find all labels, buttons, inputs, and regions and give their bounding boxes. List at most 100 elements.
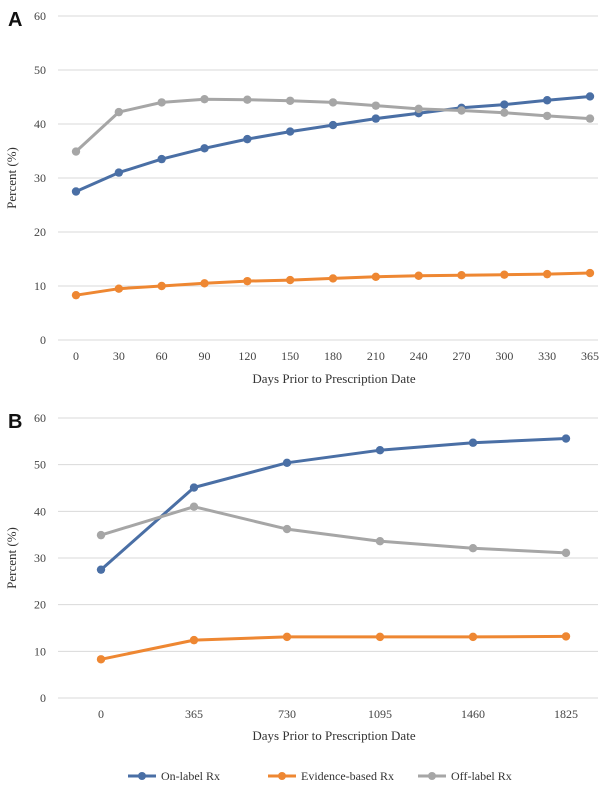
legend: On-label Rx Evidence-based Rx Off-label Rx bbox=[128, 769, 512, 783]
panel-a-series-off-label-rx-point bbox=[457, 106, 466, 115]
panel-a-y-tick-label: 30 bbox=[34, 171, 46, 185]
panel-a-series-on-label-rx-point bbox=[114, 168, 124, 177]
panel-b-series-off-label-rx-point bbox=[96, 530, 106, 540]
panel-b-y-tick-label: 30 bbox=[34, 551, 46, 565]
panel-a-y-tick-label: 0 bbox=[40, 333, 46, 347]
panel-b-x-tick-label: 730 bbox=[278, 707, 296, 721]
panel-a-x-tick-label: 270 bbox=[453, 349, 471, 363]
panel-a-x-tick-label: 300 bbox=[495, 349, 513, 363]
panel-a-series-on-label-rx-point bbox=[328, 120, 338, 130]
panel-a-series-off-label-rx-point bbox=[585, 114, 595, 123]
panel-a-series-off-label-rx-point bbox=[500, 108, 509, 117]
panel-b-x-tick-label: 365 bbox=[185, 707, 203, 721]
panel-b-y-tick-label: 60 bbox=[34, 411, 46, 425]
panel-a-x-tick-label: 60 bbox=[156, 349, 168, 363]
panel-b-x-axis-title: Days Prior to Prescription Date bbox=[252, 728, 415, 743]
panel-b-series-off-label-rx-point bbox=[189, 502, 199, 511]
panel-b-series-on-label-rx-point bbox=[375, 446, 385, 455]
panel-a-series-off-label-rx-point bbox=[328, 98, 338, 107]
panel-a-label: A bbox=[8, 9, 22, 31]
panel-a-series-evidence-based-rx-point bbox=[285, 275, 295, 285]
panel-a-series-on-label-rx-point bbox=[500, 100, 509, 109]
panel-b-series-evidence-based-rx-point bbox=[96, 655, 106, 664]
panel-b-series-evidence-based-rx-point bbox=[468, 632, 478, 642]
panel-a-y-tick-label: 60 bbox=[34, 9, 46, 23]
legend-label-evidence-based-rx: Evidence-based Rx bbox=[301, 769, 394, 783]
panel-a-series-on-label-rx-line bbox=[74, 95, 592, 193]
panel-b-x-tick-label: 0 bbox=[98, 707, 104, 721]
panel-b-series-off-label-rx-line bbox=[99, 505, 568, 555]
panel-a-series-off-label-rx-point bbox=[414, 104, 423, 114]
panel-a-series-on-label-rx-point bbox=[371, 114, 381, 123]
panel-a-x-tick-label: 365 bbox=[581, 349, 599, 363]
legend-label-off-label-rx: Off-label Rx bbox=[451, 769, 512, 783]
panel-a-x-tick-label: 30 bbox=[113, 349, 125, 363]
panel-a-x-tick-label: 120 bbox=[238, 349, 256, 363]
panel-a-series-evidence-based-rx-point bbox=[371, 272, 381, 282]
panel-a-series-evidence-based-rx-point bbox=[243, 276, 252, 286]
panel-b-series-on-label-rx-point bbox=[189, 483, 199, 492]
panel-b-y-tick-label: 0 bbox=[40, 691, 46, 705]
panel-a-series-off-label-rx-point bbox=[371, 101, 381, 110]
panel-b-series-off-label-rx-point bbox=[282, 524, 292, 534]
panel-a-series-on-label-rx-point bbox=[157, 154, 166, 164]
panel-b-y-tick-label: 20 bbox=[34, 598, 46, 612]
panel-a-series-evidence-based-rx-point bbox=[200, 279, 209, 288]
panel-a-y-axis-title: Percent (%) bbox=[4, 147, 19, 209]
panel-a-series-off-label-rx-point bbox=[243, 95, 252, 104]
panel-a-series-off-label-rx-point bbox=[542, 111, 552, 121]
panel-b-series-off-label-rx-point bbox=[375, 537, 385, 546]
panel-b-y-tick-label: 10 bbox=[34, 644, 46, 658]
panel-a-series-off-label-rx-point bbox=[157, 98, 166, 107]
panel-a-series-off-label-rx-point bbox=[114, 107, 124, 117]
panel-a-y-tick-label: 10 bbox=[34, 279, 46, 293]
panel-a-x-tick-label: 90 bbox=[199, 349, 211, 363]
panel-b-y-tick-label: 50 bbox=[34, 458, 46, 472]
panel-a-series-evidence-based-rx-point bbox=[157, 281, 166, 291]
legend-marker-off-label-rx bbox=[428, 772, 436, 780]
panel-a-series-evidence-based-rx-point bbox=[542, 269, 552, 279]
panel-b-y-axis-title: Percent (%) bbox=[4, 527, 19, 589]
panel-b-series-evidence-based-rx-point bbox=[282, 632, 292, 642]
panel-a-series-on-label-rx-point bbox=[200, 144, 209, 153]
panel-a-series-on-label-rx-point bbox=[243, 134, 252, 144]
panel-a-series-on-label-rx-point bbox=[542, 96, 552, 105]
legend-label-on-label-rx: On-label Rx bbox=[161, 769, 220, 783]
panel-b-series-on-label-rx-point bbox=[561, 434, 571, 443]
panel-a-series-evidence-based-rx-point bbox=[457, 271, 466, 280]
panel-a-x-tick-label: 180 bbox=[324, 349, 342, 363]
panel-a-series-evidence-based-rx-point bbox=[328, 274, 338, 283]
panel-a-x-tick-label: 210 bbox=[367, 349, 385, 363]
panel-a-series-evidence-based-rx-point bbox=[414, 271, 423, 280]
panel-b-series-on-label-rx-point bbox=[282, 458, 292, 467]
panel-b-series-on-label-rx-line bbox=[99, 437, 568, 572]
panel-a-chart: A 0 10 20 30 40 50 60 Percent (%) 0 30 60 90 120 150 18… bbox=[4, 9, 599, 386]
panel-b-chart: B 0 10 20 30 40 50 60 Percent (%) 0 365 730 1095 1460… bbox=[4, 411, 598, 743]
panel-b-label: B bbox=[8, 411, 22, 433]
panel-b-series-evidence-based-rx-point bbox=[561, 632, 571, 641]
panel-b-series-evidence-based-rx-point bbox=[375, 632, 385, 642]
panel-a-x-tick-label: 330 bbox=[538, 349, 556, 363]
panel-b-x-tick-label: 1095 bbox=[368, 707, 392, 721]
panel-a-x-axis-title: Days Prior to Prescription Date bbox=[252, 371, 415, 386]
panel-b-series-evidence-based-rx-point bbox=[189, 635, 199, 645]
panel-a-series-off-label-rx-point bbox=[71, 147, 81, 156]
panel-a-series-evidence-based-rx-point bbox=[71, 290, 81, 300]
panel-b-series-on-label-rx-point bbox=[468, 438, 478, 447]
panel-b-x-tick-label: 1825 bbox=[554, 707, 578, 721]
panel-a-series-on-label-rx-point bbox=[285, 127, 295, 136]
panel-a-series-evidence-based-rx-point bbox=[500, 270, 509, 279]
panel-a-x-tick-label: 150 bbox=[281, 349, 299, 363]
panel-b-x-tick-label: 1460 bbox=[461, 707, 485, 721]
panel-a-series-evidence-based-rx-point bbox=[585, 268, 595, 278]
legend-marker-evidence-based-rx bbox=[278, 772, 286, 780]
panel-b-series-off-label-rx-point bbox=[468, 544, 478, 553]
panel-b-series-on-label-rx-point bbox=[96, 565, 106, 574]
panel-a-y-tick-label: 40 bbox=[34, 117, 46, 131]
panel-a-series-evidence-based-rx-point bbox=[114, 284, 124, 293]
panel-a-x-tick-label: 0 bbox=[73, 349, 79, 363]
panel-a-x-tick-label: 240 bbox=[410, 349, 428, 363]
panel-a-series-on-label-rx-point bbox=[585, 92, 595, 101]
panel-b-y-tick-label: 40 bbox=[34, 504, 46, 518]
